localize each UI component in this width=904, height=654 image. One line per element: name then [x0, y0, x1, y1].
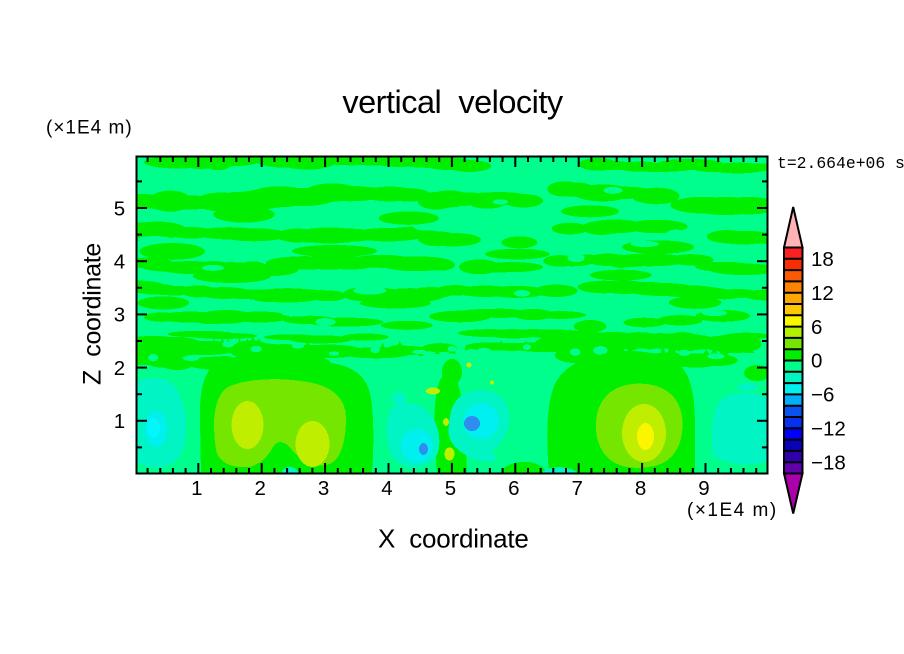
svg-text:4: 4	[114, 251, 125, 274]
svg-text:(×1E4 m): (×1E4 m)	[687, 500, 778, 521]
svg-text:7: 7	[571, 477, 582, 500]
svg-text:Z coordinate: Z coordinate	[79, 243, 107, 385]
svg-text:−12: −12	[811, 418, 846, 441]
svg-text:6: 6	[811, 316, 822, 339]
svg-text:18: 18	[811, 248, 834, 271]
svg-text:1: 1	[191, 477, 202, 500]
svg-text:t=2.664e+06 s: t=2.664e+06 s	[777, 154, 904, 173]
svg-text:1: 1	[114, 410, 125, 433]
svg-text:4: 4	[381, 477, 392, 500]
svg-text:5: 5	[445, 477, 456, 500]
svg-text:3: 3	[318, 477, 329, 500]
svg-text:8: 8	[635, 477, 646, 500]
svg-text:X coordinate: X coordinate	[378, 524, 529, 554]
svg-text:6: 6	[508, 477, 519, 500]
svg-text:2: 2	[254, 477, 265, 500]
svg-text:vertical velocity: vertical velocity	[342, 84, 564, 120]
svg-text:−18: −18	[811, 451, 846, 474]
svg-text:3: 3	[114, 304, 125, 327]
svg-text:0: 0	[811, 350, 822, 373]
svg-text:5: 5	[114, 197, 125, 220]
svg-text:9: 9	[698, 477, 709, 500]
svg-text:(×1E4 m): (×1E4 m)	[46, 118, 133, 139]
svg-text:2: 2	[114, 357, 125, 380]
svg-text:12: 12	[811, 282, 834, 305]
svg-text:−6: −6	[811, 384, 834, 407]
